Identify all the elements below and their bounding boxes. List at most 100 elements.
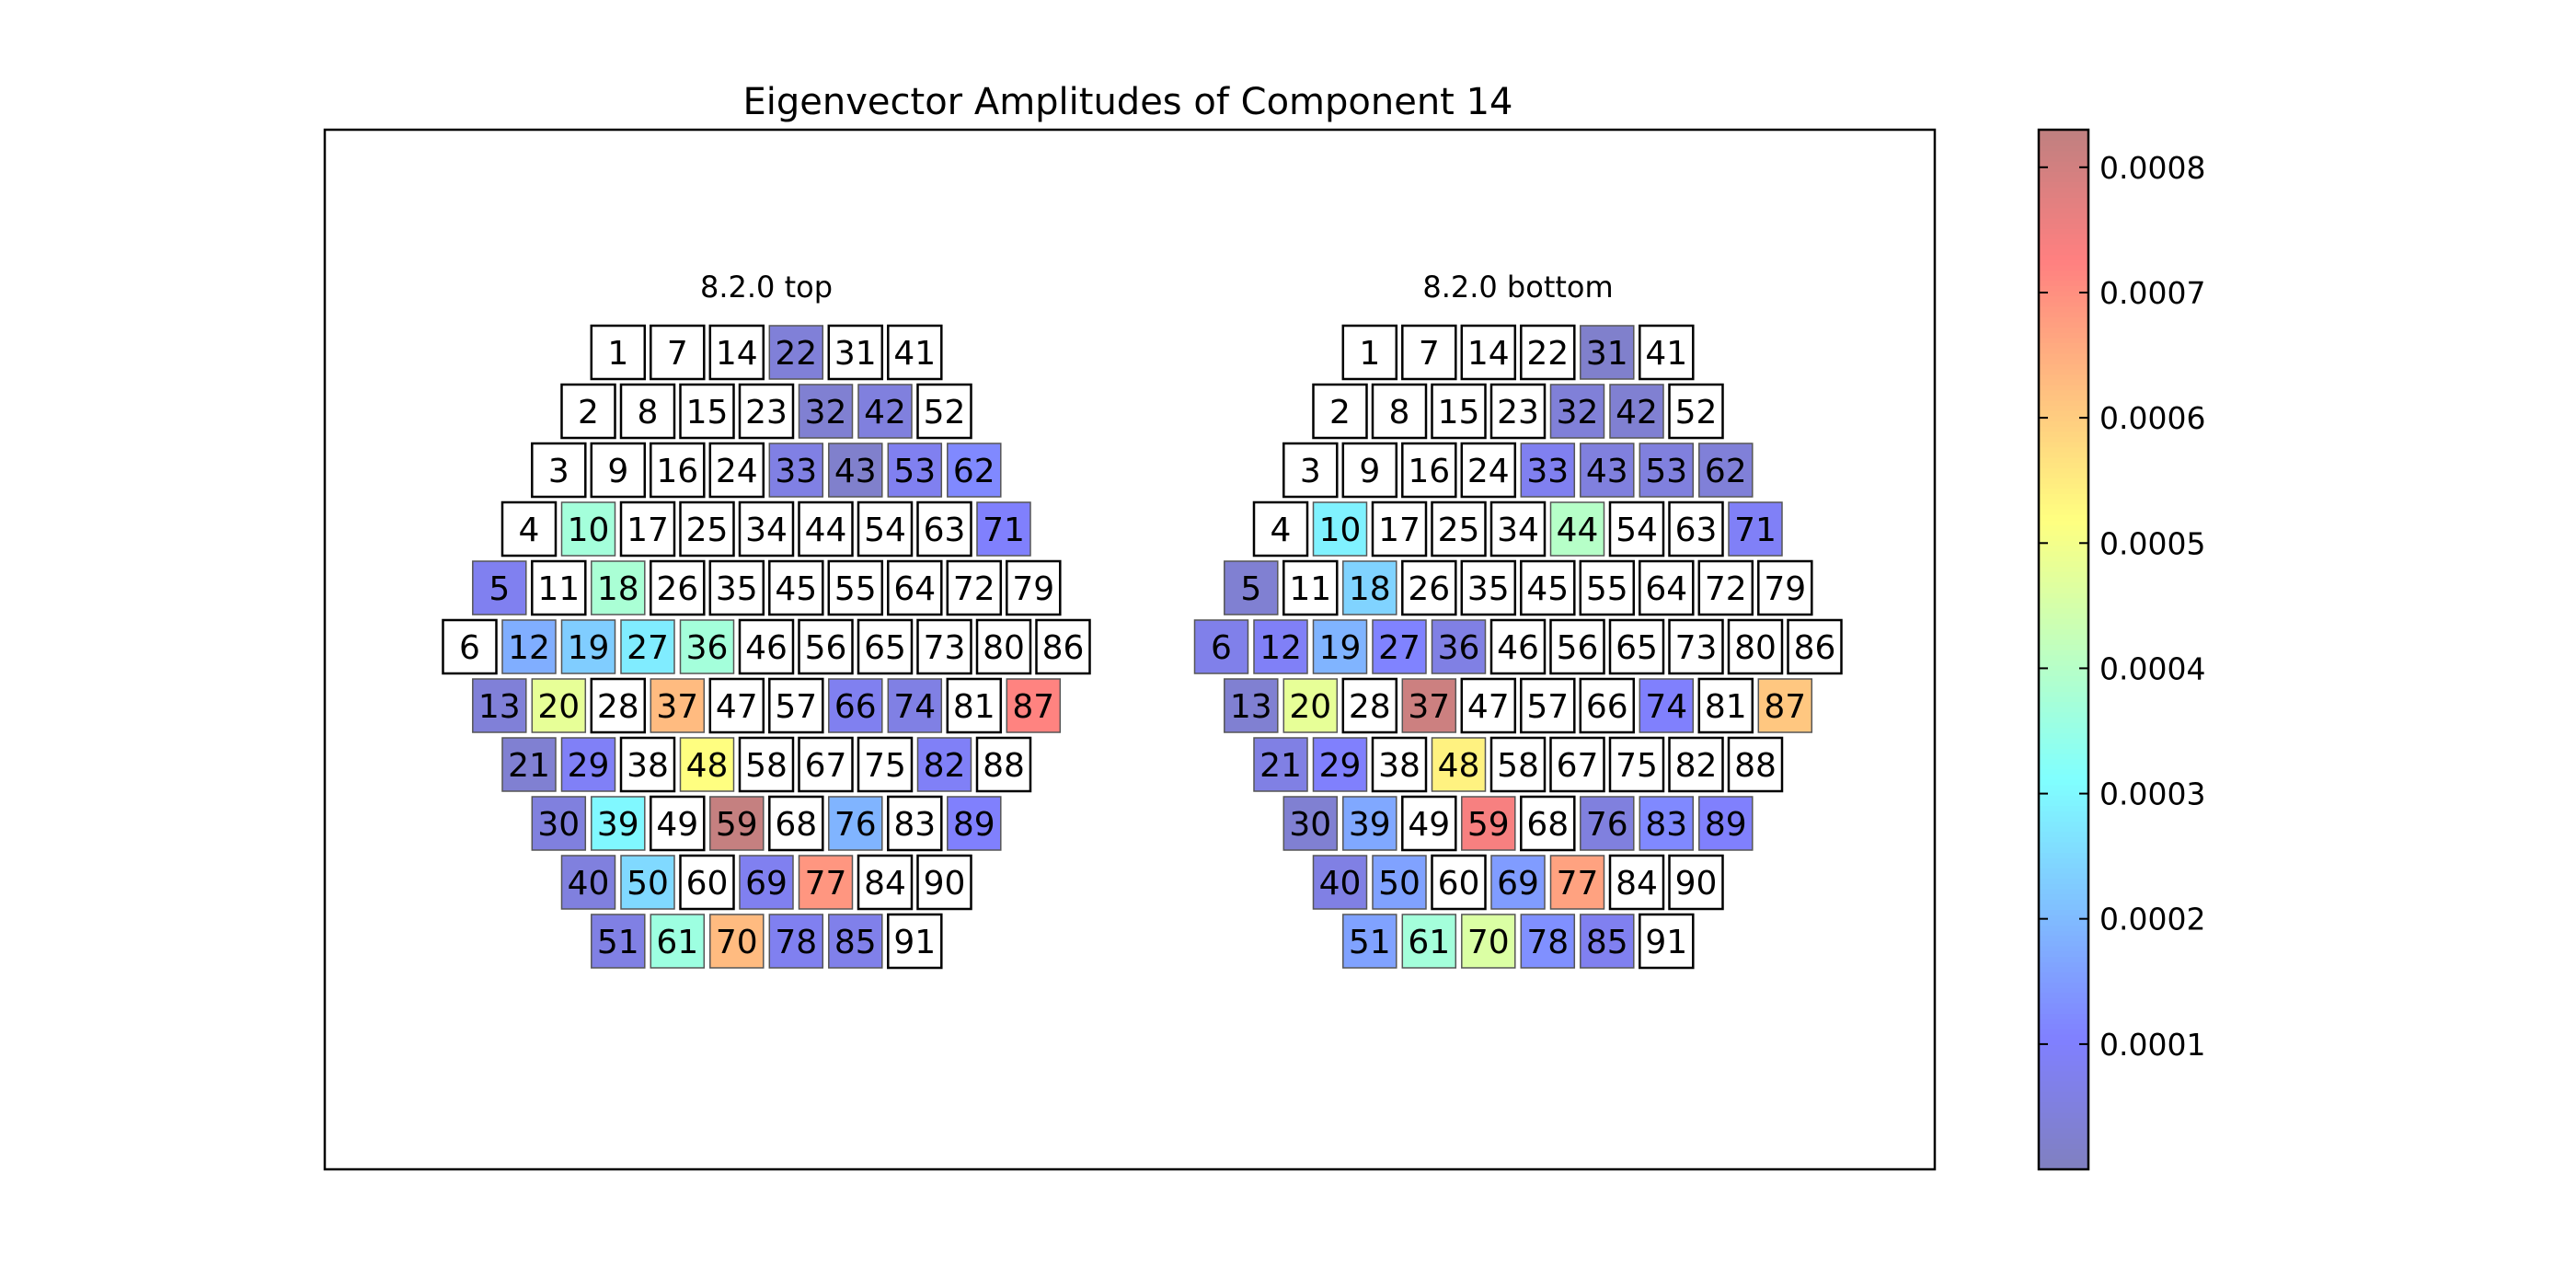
colorbar-band <box>2039 909 2088 915</box>
colorbar-band <box>2039 379 2088 385</box>
pixel-cell <box>1520 443 1576 498</box>
colorbar-band <box>2039 571 2088 578</box>
colorbar-band <box>2039 327 2088 333</box>
pixel-label: 62 <box>953 453 995 490</box>
pixel-label: 43 <box>1586 453 1628 490</box>
pixel-cell <box>590 442 647 499</box>
pixel-cell <box>620 855 675 910</box>
pixel-cell <box>1639 559 1695 616</box>
pixel-cell <box>857 854 914 911</box>
pixel-cell <box>472 678 527 733</box>
pixel-cell <box>708 442 765 499</box>
colorbar-band <box>2039 1117 2088 1123</box>
colorbar-band <box>2039 623 2088 629</box>
pixel-label: 77 <box>1557 865 1599 903</box>
pixel-label: 28 <box>1349 688 1391 726</box>
pixel-cell <box>828 796 883 851</box>
pixel-label: 26 <box>1408 570 1450 608</box>
pixel-label: 47 <box>716 688 758 726</box>
pixel-label: 60 <box>686 865 729 903</box>
pixel-cell <box>501 737 557 792</box>
pixel-label: 22 <box>1526 335 1569 373</box>
pixel-label: 82 <box>924 747 966 785</box>
pixel-label: 7 <box>1419 335 1440 373</box>
pixel-cell <box>1639 678 1695 733</box>
colorbar-band <box>2039 846 2088 853</box>
pixel-cell <box>768 559 824 616</box>
colorbar-band <box>2039 374 2088 380</box>
pixel-cell <box>857 736 914 793</box>
pixel-label: 90 <box>924 865 966 903</box>
pixel-label: 67 <box>1557 747 1599 785</box>
pixel-cell <box>975 736 1032 793</box>
pixel-label: 13 <box>1230 688 1272 726</box>
pixel-label: 63 <box>924 512 966 549</box>
colorbar-tick-label: 0.0002 <box>2099 902 2205 937</box>
colorbar-band <box>2039 717 2088 723</box>
pixel-label: 33 <box>1526 453 1569 490</box>
pixel-label: 39 <box>1349 806 1391 844</box>
panel-title: 8.2.0 bottom <box>1422 270 1613 305</box>
colorbar-band <box>2039 748 2088 754</box>
pixel-cell <box>1253 619 1308 674</box>
colorbar-band <box>2039 878 2088 884</box>
pixel-cell <box>708 324 765 381</box>
colorbar-band <box>2039 550 2088 557</box>
pixel-cell <box>1639 913 1695 970</box>
pixel-label: 38 <box>627 747 669 785</box>
pixel-label: 81 <box>1705 688 1747 726</box>
colorbar-band <box>2039 540 2088 546</box>
colorbar-band <box>2039 685 2088 692</box>
pixel-label: 90 <box>1675 865 1718 903</box>
pixel-label: 74 <box>893 688 936 726</box>
pixel-label: 73 <box>924 629 966 667</box>
pixel-cell <box>1757 559 1813 616</box>
pixel-label: 3 <box>1300 453 1321 490</box>
pixel-cell <box>1006 559 1062 616</box>
pixel-cell <box>798 384 854 439</box>
pixel-label: 42 <box>864 394 906 431</box>
pixel-cell <box>650 324 706 381</box>
pixel-label: 70 <box>716 924 758 961</box>
colorbar-band <box>2039 442 2088 448</box>
pixel-label: 48 <box>686 747 729 785</box>
colorbar-band <box>2039 566 2088 572</box>
colorbar-band <box>2039 452 2088 458</box>
colorbar-band <box>2039 1086 2088 1092</box>
pixel-label: 65 <box>864 629 906 667</box>
colorbar-band <box>2039 415 2088 421</box>
colorbar-band <box>2039 472 2088 479</box>
colorbar-band <box>2039 348 2088 354</box>
pixel-label: 11 <box>537 570 580 608</box>
colorbar-band <box>2039 259 2088 266</box>
colorbar-band <box>2039 530 2088 536</box>
pixel-label: 49 <box>656 806 698 844</box>
colorbar-band <box>2039 342 2088 349</box>
colorbar-band <box>2039 950 2088 957</box>
pixel-cell <box>828 678 883 733</box>
pixel-cell <box>1312 855 1368 910</box>
pixel-label: 38 <box>1378 747 1420 785</box>
colorbar-band <box>2039 826 2088 833</box>
pixel-label: 41 <box>1645 335 1687 373</box>
pixel-label: 63 <box>1675 512 1718 549</box>
pixel-cell <box>560 619 616 674</box>
pixel-label: 43 <box>834 453 877 490</box>
pixel-label: 83 <box>1645 806 1687 844</box>
pixel-label: 26 <box>656 570 698 608</box>
colorbar-band <box>2039 940 2088 947</box>
colorbar-band <box>2039 644 2088 650</box>
pixel-label: 31 <box>834 335 877 373</box>
pixel-label: 27 <box>627 629 669 667</box>
pixel-cell <box>1460 677 1517 734</box>
colorbar-band <box>2039 1133 2088 1139</box>
pixel-cell <box>975 618 1032 675</box>
pixel-cell <box>1549 736 1605 793</box>
pixel-label: 40 <box>568 865 610 903</box>
colorbar-band <box>2039 332 2088 339</box>
pixel-label: 53 <box>893 453 936 490</box>
pixel-cell <box>1549 501 1605 557</box>
pixel-cell <box>739 855 794 910</box>
pixel-cell <box>1006 678 1062 733</box>
pixel-cell <box>531 559 587 616</box>
